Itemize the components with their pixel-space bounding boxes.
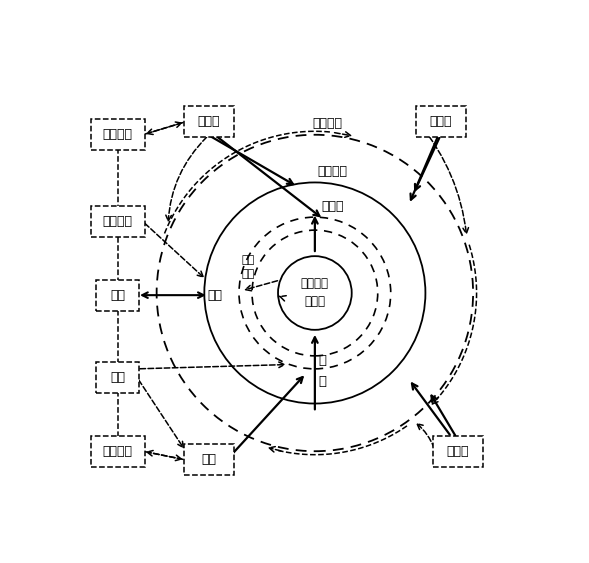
Text: 弹性防线: 弹性防线 xyxy=(313,117,343,129)
Text: 反应
程度: 反应 程度 xyxy=(241,256,254,279)
Text: 二级预防: 二级预防 xyxy=(102,215,133,228)
Text: 压力源: 压力源 xyxy=(446,445,469,458)
FancyBboxPatch shape xyxy=(184,106,234,137)
Text: 抵抗线: 抵抗线 xyxy=(321,200,343,213)
Text: 正常防线: 正常防线 xyxy=(317,165,347,178)
Text: 压力源: 压力源 xyxy=(197,115,220,128)
FancyBboxPatch shape xyxy=(91,119,145,150)
Text: 基本结构
能量源: 基本结构 能量源 xyxy=(301,278,329,309)
FancyBboxPatch shape xyxy=(91,206,145,237)
Text: 重: 重 xyxy=(319,354,327,367)
Text: 一级预防: 一级预防 xyxy=(102,128,133,141)
Text: 反应: 反应 xyxy=(208,289,223,302)
Text: 干预: 干预 xyxy=(110,371,125,384)
FancyBboxPatch shape xyxy=(96,362,139,393)
Text: 建: 建 xyxy=(319,376,327,388)
FancyBboxPatch shape xyxy=(416,106,465,137)
Text: 重建: 重建 xyxy=(201,453,216,466)
FancyBboxPatch shape xyxy=(433,436,483,467)
Text: 反应: 反应 xyxy=(110,289,125,302)
FancyBboxPatch shape xyxy=(96,280,139,311)
FancyBboxPatch shape xyxy=(91,436,145,467)
Text: 压力源: 压力源 xyxy=(429,115,452,128)
FancyBboxPatch shape xyxy=(184,444,234,476)
Text: 三级预防: 三级预防 xyxy=(102,445,133,458)
